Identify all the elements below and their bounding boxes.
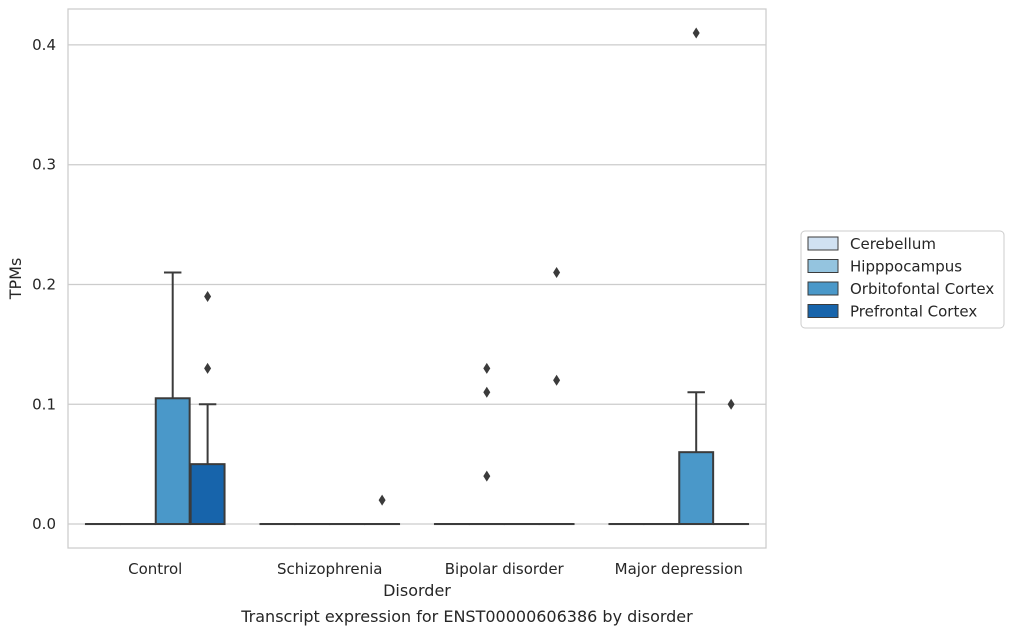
box-rect (154, 397, 191, 526)
outlier-point (204, 290, 212, 302)
plot-area (84, 27, 750, 526)
legend-item: Prefrontal Cortex (807, 303, 977, 321)
x-tick-label: Control (128, 560, 182, 578)
legend-item: Orbitofontal Cortex (807, 280, 994, 298)
plot-frame (67, 8, 767, 549)
outlier-point (483, 362, 491, 374)
box-1-2 (468, 362, 505, 526)
chart-caption: Transcript expression for ENST0000060638… (240, 607, 693, 626)
box-3-1 (364, 494, 401, 526)
x-tick-label: Schizophrenia (277, 560, 382, 578)
outlier-point (378, 494, 386, 506)
legend-label: Prefrontal Cortex (850, 303, 977, 321)
outlier-point (483, 470, 491, 482)
y-tick-label: 0.1 (32, 395, 56, 413)
legend-label: Orbitofontal Cortex (850, 280, 994, 298)
y-tick-label: 0.0 (32, 515, 56, 533)
legend: Cerebellum Hipppocampus Orbitofontal Corte… (800, 230, 1005, 329)
outlier-point (483, 386, 491, 398)
box-2-0 (154, 271, 191, 526)
box-2-3 (678, 27, 715, 526)
legend-swatch (807, 259, 839, 273)
y-axis-label: TPMs (6, 258, 25, 301)
y-tick-label: 0.4 (32, 36, 56, 54)
legend-swatch (807, 281, 839, 296)
legend-swatch (807, 236, 839, 251)
x-tick-label: Major depression (615, 560, 743, 578)
y-axis-ticks: 0.0 0.1 0.2 0.3 0.4 (32, 36, 56, 533)
legend-item: Cerebellum (807, 235, 936, 253)
outlier-point (553, 374, 561, 386)
x-axis-label: Disorder (383, 581, 451, 600)
outlier-point (727, 398, 735, 410)
outlier-point (204, 362, 212, 374)
outlier-point (553, 267, 561, 279)
y-tick-label: 0.2 (32, 275, 56, 293)
legend-item: Hipppocampus (807, 258, 962, 276)
outlier-point (692, 27, 700, 39)
box-3-3 (713, 398, 750, 526)
x-axis-ticks: Control Schizophrenia Bipolar disorder Majo… (128, 560, 743, 578)
x-tick-label: Bipolar disorder (445, 560, 565, 578)
box-rect (678, 451, 715, 526)
legend-swatch (807, 304, 839, 318)
box-3-0 (189, 290, 226, 526)
legend-label: Hipppocampus (850, 258, 962, 276)
legend-label: Cerebellum (850, 235, 936, 253)
box-3-2 (538, 267, 575, 526)
box-rect (189, 463, 226, 526)
y-tick-label: 0.3 (32, 156, 56, 174)
legend-box (800, 230, 1005, 329)
